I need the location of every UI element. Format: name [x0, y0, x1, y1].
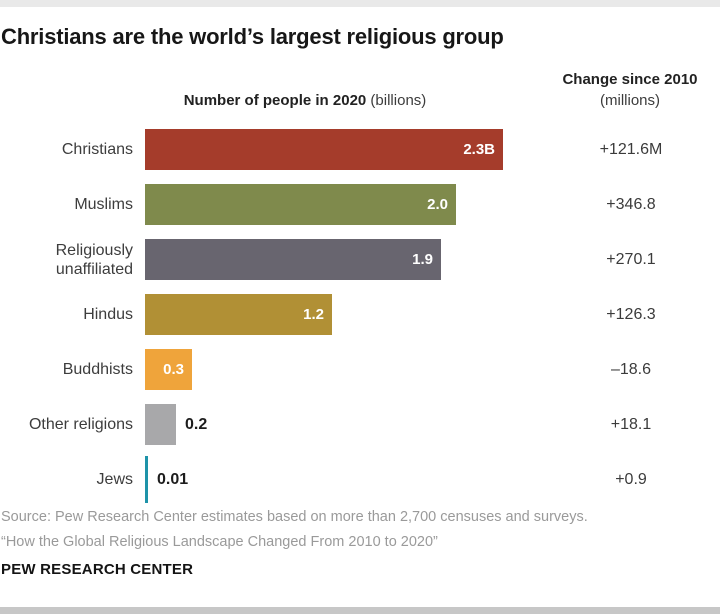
chart-row: Religiously unaffiliated 1.9 +270.1 [0, 232, 720, 287]
chart-title: Christians are the world’s largest relig… [1, 24, 504, 49]
bar-value-label: 0.3 [163, 361, 184, 378]
bar: 1.9 [145, 239, 441, 280]
bar: 0.3 [145, 349, 192, 390]
bars-column-header: Number of people in 2020 (billions) [140, 92, 470, 109]
category-label: Religiously unaffiliated [55, 241, 133, 278]
category-label: Christians [61, 141, 133, 158]
pew-research-center-wordmark: PEW RESEARCH CENTER [1, 561, 194, 578]
bar-rows: Christians 2.3B +121.6M Muslims 2.0 +346… [0, 122, 720, 507]
chart-row: Hindus 1.2 +126.3 [0, 287, 720, 342]
chart-row: Buddhists 0.3 –18.6 [0, 342, 720, 397]
change-value: –18.6 [610, 360, 652, 378]
bar: 2.0 [145, 184, 456, 225]
change-column-header-bold: Change since 2010 [562, 71, 698, 88]
bar-value-label: 1.2 [303, 306, 324, 323]
category-label: Jews [96, 471, 133, 488]
source-note-line2: “How the Global Religious Landscape Chan… [1, 534, 438, 550]
change-value: +18.1 [610, 415, 652, 433]
category-label: Buddhists [62, 361, 133, 378]
chart-row: Christians 2.3B +121.6M [0, 122, 720, 177]
change-value: +270.1 [606, 250, 656, 268]
category-label: Other religions [28, 416, 133, 433]
change-value: +346.8 [606, 195, 656, 213]
bar-value-label: 0.2 [185, 415, 208, 433]
bottom-edge-strip [0, 607, 720, 614]
bar-value-label: 2.0 [427, 196, 448, 213]
bar [145, 404, 176, 445]
change-column-header: Change since 2010 (millions) [540, 69, 720, 111]
category-label: Muslims [74, 196, 133, 213]
bars-column-header-unit: (billions) [366, 92, 427, 109]
bar-value-label: 2.3B [463, 141, 495, 158]
chart-row: Jews +0.9 0.01 [0, 452, 720, 507]
chart-row: Other religions +18.1 0.2 [0, 397, 720, 452]
change-value: +126.3 [606, 305, 656, 323]
change-value: +121.6M [599, 140, 663, 158]
change-value: +0.9 [615, 470, 647, 488]
bar [145, 456, 148, 503]
bar: 1.2 [145, 294, 332, 335]
bar-value-label: 0.01 [157, 470, 189, 488]
source-note-line1: Source: Pew Research Center estimates ba… [1, 509, 588, 525]
change-column-header-unit: (millions) [600, 92, 660, 109]
top-edge-strip [0, 0, 720, 7]
bars-column-header-bold: Number of people in 2020 [183, 92, 367, 109]
bar: 2.3B [145, 129, 503, 170]
category-label: Hindus [83, 306, 133, 323]
bar-value-label: 1.9 [412, 251, 433, 268]
chart-row: Muslims 2.0 +346.8 [0, 177, 720, 232]
